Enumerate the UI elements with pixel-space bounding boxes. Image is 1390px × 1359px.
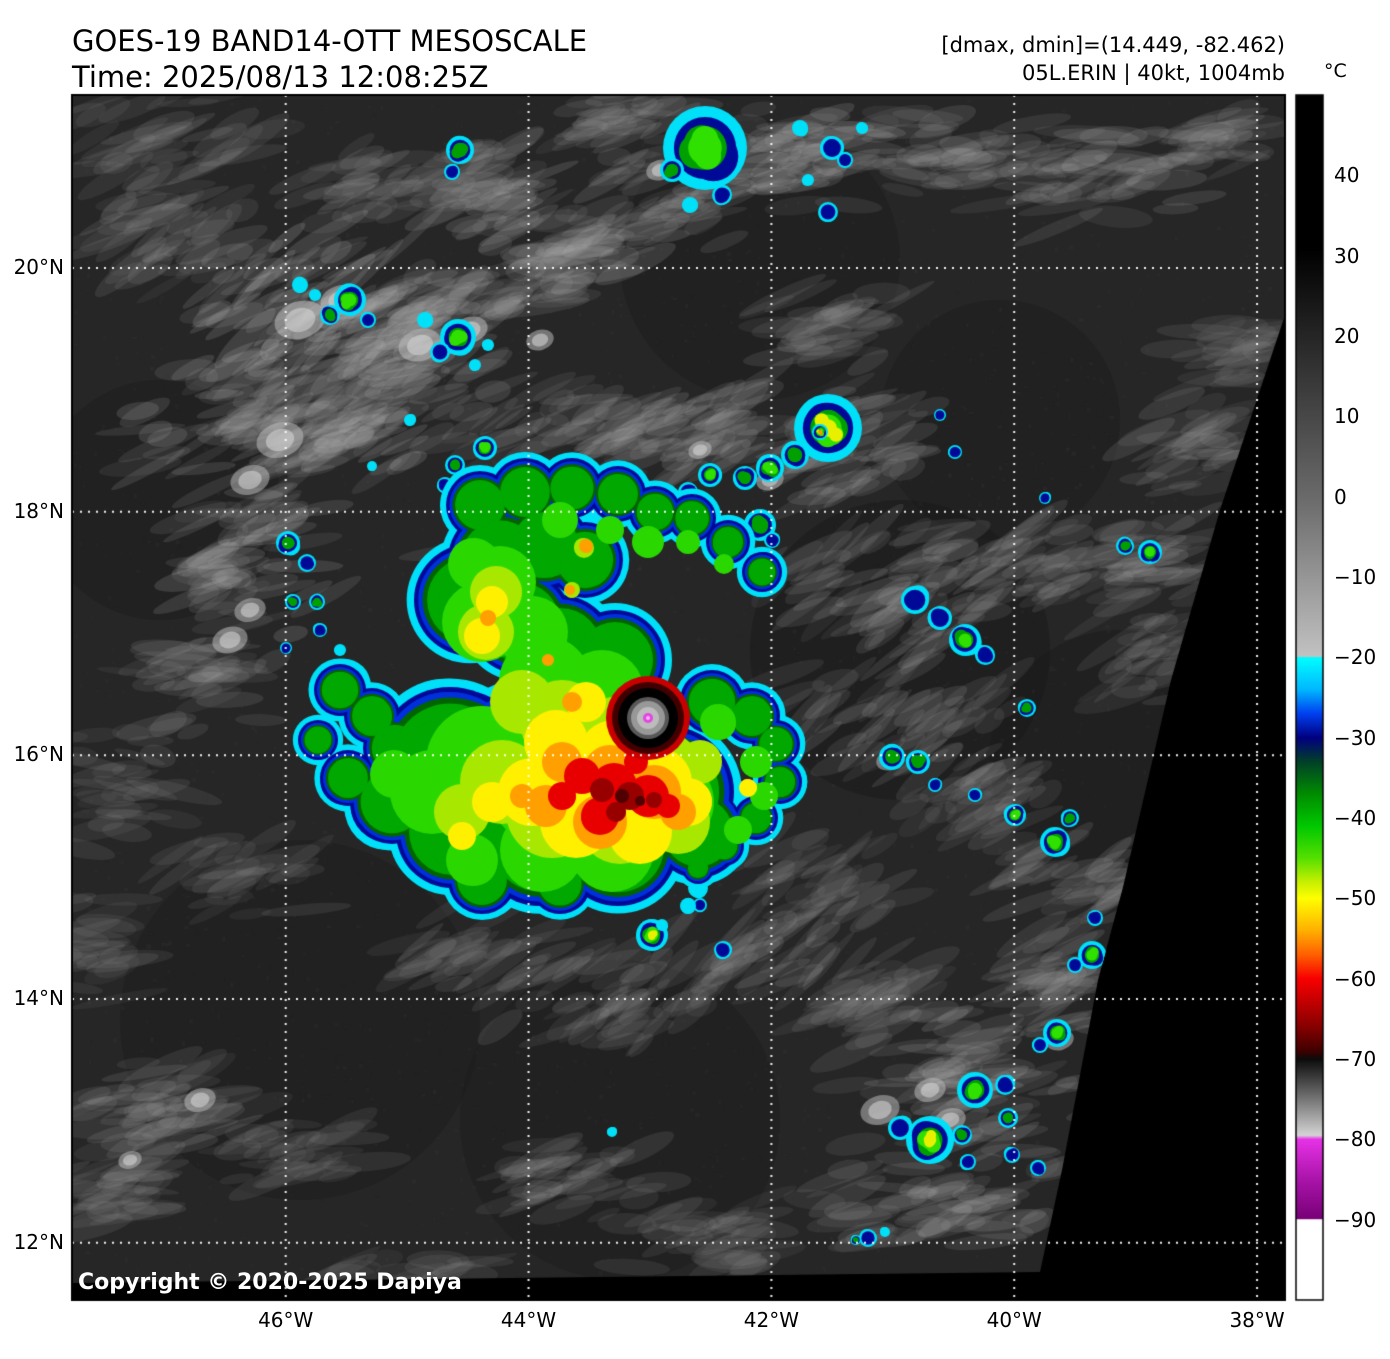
colorbar-tick-label: −30 xyxy=(1334,725,1377,750)
lon-tick-label: 38°W xyxy=(1229,1308,1285,1332)
lat-tick-label: 14°N xyxy=(13,986,64,1011)
lon-tick-label: 44°W xyxy=(500,1308,557,1332)
dmax-dmin-label: [dmax, dmin]=(14.449, -82.462) xyxy=(941,33,1285,57)
lon-tick-label: 42°W xyxy=(743,1308,799,1332)
colorbar-tick-label: −20 xyxy=(1334,645,1377,670)
colorbar-tick-label: −10 xyxy=(1334,565,1377,589)
colorbar-tick-label: 0 xyxy=(1334,484,1347,509)
colorbar-tick-label: 30 xyxy=(1334,243,1360,268)
colorbar-tick-label: −80 xyxy=(1334,1127,1377,1152)
colorbar-tick-label: 40 xyxy=(1334,163,1360,188)
colorbar-tick-label: −90 xyxy=(1334,1207,1377,1232)
page-title: GOES-19 BAND14-OTT MESOSCALE xyxy=(72,24,588,58)
timestamp-label: Time: 2025/08/13 12:08:25Z xyxy=(72,60,489,94)
lat-tick-label: 18°N xyxy=(13,498,64,523)
colorbar-tick-label: 10 xyxy=(1334,404,1360,429)
lon-tick-label: 40°W xyxy=(986,1308,1042,1332)
colorbar-tick-label: −40 xyxy=(1334,806,1377,830)
colorbar-tick-label: −60 xyxy=(1334,966,1377,991)
copyright-label: Copyright © 2020-2025 Dapiya xyxy=(78,1270,462,1295)
lat-tick-label: 12°N xyxy=(13,1229,64,1254)
lon-tick-label: 46°W xyxy=(258,1308,314,1332)
lat-tick-label: 16°N xyxy=(13,742,64,767)
colorbar-unit-label: °C xyxy=(1324,60,1347,82)
colorbar-tick-label: 20 xyxy=(1334,324,1360,348)
colorbar-tick-label: −70 xyxy=(1334,1047,1377,1071)
storm-info-label: 05L.ERIN | 40kt, 1004mb xyxy=(1022,61,1285,85)
lat-tick-label: 20°N xyxy=(13,255,64,279)
colorbar-tick-label: −50 xyxy=(1334,886,1377,911)
